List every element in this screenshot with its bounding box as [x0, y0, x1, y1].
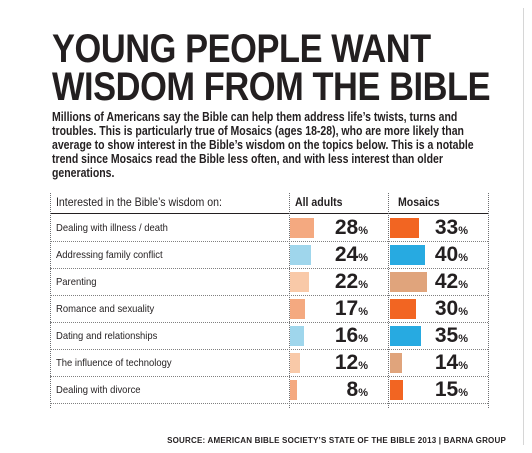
row-label: Dating and relationships — [56, 330, 158, 342]
value-number: 16 — [334, 324, 359, 347]
column-divider-left — [50, 193, 51, 408]
all-adults-value-label: 12% — [335, 351, 368, 378]
table-row: Dating and relationships 16% 35% — [50, 323, 488, 350]
value-number: 40 — [434, 243, 459, 266]
mosaics-bar — [390, 245, 425, 265]
mosaics-bar — [390, 380, 404, 400]
value-number: 14 — [434, 351, 459, 374]
percent-sign: % — [358, 225, 368, 237]
value-number: 17 — [334, 297, 359, 320]
all-adults-value-label: 28% — [335, 216, 368, 243]
percent-sign: % — [358, 333, 368, 345]
source-credit: SOURCE: AMERICAN BIBLE SOCIETY’S STATE O… — [167, 436, 506, 445]
mosaics-value-label: 14% — [435, 351, 468, 378]
column-divider-right — [488, 193, 489, 408]
mosaics-bar — [390, 299, 417, 319]
percent-sign: % — [458, 306, 468, 318]
value-number: 8 — [346, 378, 359, 401]
mosaics-value-label: 30% — [435, 297, 468, 324]
column-divider-mosaics — [388, 193, 389, 408]
table-row: Dealing with divorce 8% 15% — [50, 377, 488, 404]
percent-sign: % — [458, 279, 468, 291]
mosaics-bar — [390, 218, 419, 238]
all-adults-bar — [290, 326, 304, 346]
percent-sign: % — [458, 252, 468, 264]
percent-sign: % — [358, 279, 368, 291]
value-number: 42 — [434, 270, 459, 293]
table-row: The influence of technology 12% 14% — [50, 350, 488, 377]
table-row: Romance and sexuality 17% 30% — [50, 296, 488, 323]
percent-sign: % — [458, 387, 468, 399]
value-number: 33 — [434, 216, 459, 239]
all-adults-bar — [290, 380, 297, 400]
percent-sign: % — [358, 306, 368, 318]
value-number: 24 — [334, 243, 359, 266]
all-adults-value-label: 17% — [335, 297, 368, 324]
mosaics-column-header: Mosaics — [398, 195, 440, 209]
all-adults-bar — [290, 353, 301, 373]
intro-text: Millions of Americans say the Bible can … — [52, 110, 474, 180]
row-label: Dealing with illness / death — [56, 222, 168, 234]
percent-sign: % — [458, 360, 468, 372]
percent-sign: % — [358, 360, 368, 372]
all-adults-bar — [290, 299, 305, 319]
all-adults-value-label: 22% — [335, 270, 368, 297]
row-label: Dealing with divorce — [56, 384, 141, 396]
column-divider-all-adults — [289, 193, 290, 408]
title-line-1: YOUNG PEOPLE WANT — [52, 27, 431, 71]
table-row: Addressing family conflict 24% 40% — [50, 242, 488, 269]
percent-sign: % — [458, 225, 468, 237]
value-number: 28 — [334, 216, 359, 239]
infographic-title: YOUNG PEOPLE WANT WISDOM FROM THE BIBLE — [52, 27, 491, 109]
value-number: 15 — [434, 378, 459, 401]
percent-sign: % — [458, 333, 468, 345]
mosaics-value-label: 42% — [435, 270, 468, 297]
all-adults-bar — [290, 218, 315, 238]
all-adults-column-header: All adults — [295, 195, 343, 209]
value-number: 35 — [434, 324, 459, 347]
all-adults-value-label: 8% — [347, 378, 368, 405]
mosaics-bar — [390, 272, 427, 292]
table-row: Dealing with illness / death 28% 33% — [50, 215, 488, 242]
percent-sign: % — [358, 387, 368, 399]
mosaics-value-label: 33% — [435, 216, 468, 243]
title-line-2: WISDOM FROM THE BIBLE — [52, 65, 491, 109]
row-label: Romance and sexuality — [56, 303, 155, 315]
all-adults-bar — [290, 245, 311, 265]
mosaics-value-label: 35% — [435, 324, 468, 351]
mosaics-bar — [390, 353, 403, 373]
value-number: 12 — [334, 351, 359, 374]
all-adults-value-label: 16% — [335, 324, 368, 351]
value-number: 30 — [434, 297, 459, 320]
mosaics-value-label: 15% — [435, 378, 468, 405]
table-header: Interested in the Bible’s wisdom on: All… — [50, 193, 488, 214]
topic-column-header: Interested in the Bible’s wisdom on: — [56, 195, 222, 209]
row-label: Addressing family conflict — [56, 249, 163, 261]
mosaics-value-label: 40% — [435, 243, 468, 270]
page-edge-line — [523, 8, 524, 445]
all-adults-bar — [290, 272, 310, 292]
all-adults-value-label: 24% — [335, 243, 368, 270]
mosaics-bar — [390, 326, 421, 346]
percent-sign: % — [358, 252, 368, 264]
value-number: 22 — [334, 270, 359, 293]
table-row: Parenting 22% 42% — [50, 269, 488, 296]
row-label: Parenting — [56, 276, 97, 288]
row-label: The influence of technology — [56, 357, 172, 369]
